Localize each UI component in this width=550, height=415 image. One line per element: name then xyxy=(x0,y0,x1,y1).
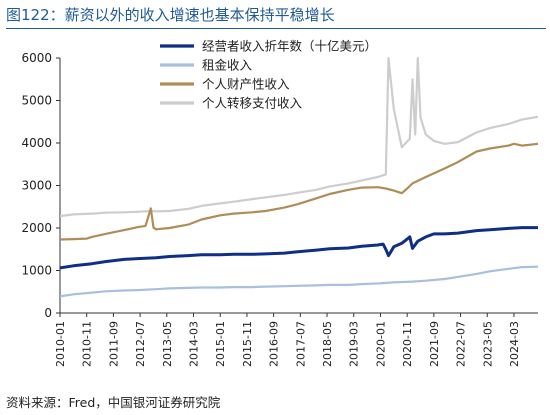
x-tick-label: 2015-11 xyxy=(241,321,254,367)
series-line-3 xyxy=(60,56,538,218)
series-line-2 xyxy=(60,142,538,241)
chart-axes: 0 1000 2000 3000 4000 5000 6000 2010-01 2010-11 2… xyxy=(21,51,538,367)
y-tick-label: 5000 xyxy=(21,94,52,108)
legend-label: 个人财产性收入 xyxy=(202,77,290,92)
series-line-1 xyxy=(60,265,538,298)
series-line-0 xyxy=(60,226,538,270)
y-tick-label: 3000 xyxy=(21,179,52,193)
x-tick-label: 2015-01 xyxy=(214,321,227,367)
y-tick-label: 6000 xyxy=(21,51,52,65)
title-underline xyxy=(6,28,546,29)
y-tick-label: 0 xyxy=(44,306,52,320)
x-tick-label: 2021-09 xyxy=(428,321,441,367)
y-tick-label: 1000 xyxy=(21,264,52,278)
y-tick-label: 4000 xyxy=(21,136,52,150)
line-chart: 0 1000 2000 3000 4000 5000 6000 2010-01 2010-11 2… xyxy=(21,39,538,367)
x-tick-label: 2011-09 xyxy=(107,321,120,367)
chart-series xyxy=(60,56,538,298)
x-tick-label: 2013-05 xyxy=(161,321,174,367)
x-tick-label: 2010-11 xyxy=(81,321,94,367)
legend-label: 经营者收入折年数（十亿美元） xyxy=(202,39,377,54)
x-tick-label: 2014-03 xyxy=(188,321,201,367)
x-tick-label: 2024-03 xyxy=(508,321,521,367)
x-tick-label: 2022-07 xyxy=(455,321,468,367)
x-tick-label: 2012-07 xyxy=(134,321,147,367)
y-tick-label: 2000 xyxy=(21,221,52,235)
x-tick-label: 2010-01 xyxy=(54,321,67,367)
x-tick-label: 2016-09 xyxy=(268,321,281,367)
x-tick-label: 2023-05 xyxy=(481,321,494,367)
legend-label: 租金收入 xyxy=(202,58,253,73)
x-tick-label: 2020-11 xyxy=(401,321,414,367)
x-tick-label: 2018-05 xyxy=(321,321,334,367)
x-tick-label: 2019-03 xyxy=(348,321,361,367)
x-tick-label: 2020-01 xyxy=(374,321,387,367)
source-note: 资料来源：Fred，中国银河证券研究院 xyxy=(6,395,221,410)
x-tick-label: 2017-07 xyxy=(294,321,307,367)
figure-title: 图122：薪资以外的收入增速也基本保持平稳增长 xyxy=(6,6,335,24)
legend-label: 个人转移支付收入 xyxy=(202,96,303,111)
